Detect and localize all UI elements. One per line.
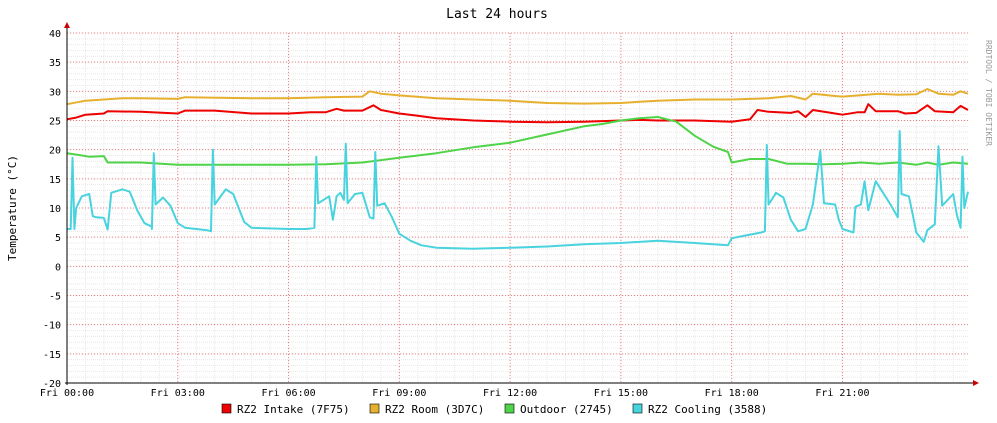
rrdtool-watermark: RRDTOOL / TOBI OETIKER	[984, 40, 993, 146]
x-axis-arrow-icon	[973, 380, 979, 386]
legend: RZ2 Intake (7F75) RZ2 Room (3D7C) Outdoor …	[221, 403, 767, 416]
y-tick-label: -10	[43, 321, 61, 332]
y-tick-label: 0	[55, 262, 61, 273]
legend-swatch	[504, 403, 515, 414]
y-axis-label: Temperature (°C)	[6, 155, 19, 261]
legend-swatch	[632, 403, 643, 414]
legend-label: RZ2 Cooling (3588)	[648, 403, 767, 416]
y-tick-label: 40	[49, 29, 61, 40]
y-tick-label: 30	[49, 87, 61, 98]
legend-label: RZ2 Intake (7F75)	[237, 403, 350, 416]
series-line-3	[67, 130, 969, 250]
x-tick-label: Fri 09:00	[372, 388, 426, 399]
chart-title: Last 24 hours	[446, 7, 548, 22]
legend-item: RZ2 Intake (7F75)	[221, 403, 350, 416]
y-tick-label: 5	[55, 233, 61, 244]
series-layer	[66, 88, 969, 250]
x-tick-label: Fri 00:00	[40, 388, 94, 399]
x-tick-label: Fri 18:00	[705, 388, 759, 399]
y-tick-labels: -20 -15 -10 -5 0 5 10 15 20 25 30 35 40	[43, 29, 61, 390]
y-tick-label: -15	[43, 350, 61, 361]
legend-item: RZ2 Room (3D7C)	[369, 403, 484, 416]
x-tick-label: Fri 21:00	[815, 388, 869, 399]
x-tick-label: Fri 03:00	[151, 388, 205, 399]
x-tick-labels: Fri 00:00 Fri 03:00 Fri 06:00 Fri 09:00 Fri …	[40, 388, 870, 399]
x-tick-label: Fri 06:00	[261, 388, 315, 399]
series-line-1	[66, 88, 969, 106]
y-tick-label: -5	[49, 292, 61, 303]
y-axis-arrow-icon	[64, 22, 70, 28]
x-tick-label: Fri 12:00	[483, 388, 537, 399]
y-tick-label: 35	[49, 58, 61, 69]
x-tick-label: Fri 15:00	[594, 388, 648, 399]
axes	[64, 22, 979, 386]
legend-item: RZ2 Cooling (3588)	[632, 403, 767, 416]
y-tick-label: 20	[49, 146, 61, 157]
legend-label: RZ2 Room (3D7C)	[385, 403, 484, 416]
major-grid	[66, 32, 968, 384]
y-tick-label: 15	[49, 175, 61, 186]
legend-label: Outdoor (2745)	[520, 403, 613, 416]
series-line-2	[66, 116, 969, 166]
y-tick-label: -20	[43, 379, 61, 390]
y-tick-label: 25	[49, 117, 61, 128]
y-tick-label: 10	[49, 204, 61, 215]
legend-item: Outdoor (2745)	[504, 403, 613, 416]
legend-swatch	[221, 403, 232, 414]
legend-swatch	[369, 403, 380, 414]
